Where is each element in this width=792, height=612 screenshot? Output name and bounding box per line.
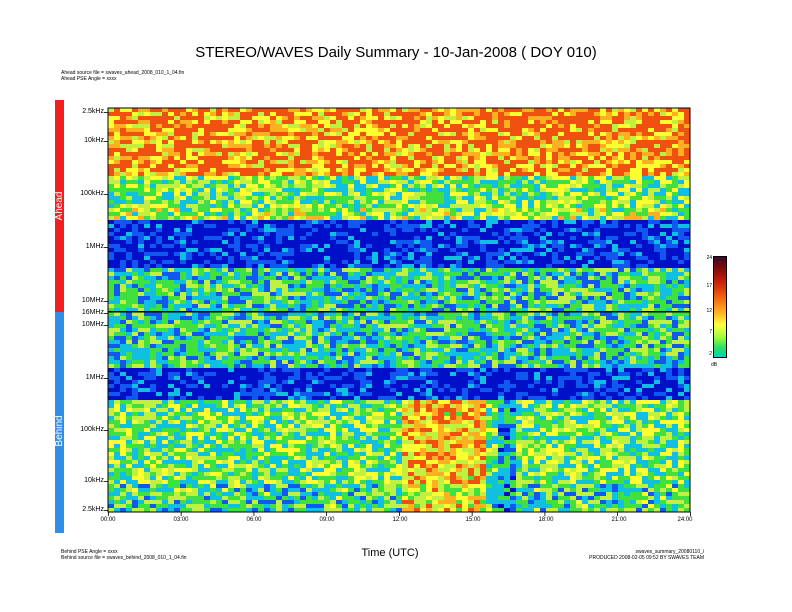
time-tick-09: 09:00: [319, 517, 335, 523]
freq-tick-mark: [104, 378, 108, 379]
behind-freq-label-100khz: 100kHz: [80, 426, 104, 433]
time-tick-mark: [399, 512, 400, 516]
freq-tick-mark: [104, 313, 108, 314]
time-tick-mark: [326, 512, 328, 516]
freq-tick-mark: [104, 141, 108, 142]
summary-file-name: swaves_summary_20080110_i: [635, 549, 704, 555]
time-tick-03: 03:00: [173, 517, 189, 523]
chart-title: STEREO/WAVES Daily Summary - 10-Jan-2008…: [195, 44, 597, 61]
behind-source-file: Behind source file = swaves_behind_2008_…: [61, 555, 187, 561]
ahead-freq-label-10khz: 10kHz: [84, 137, 104, 144]
freq-tick-mark: [104, 325, 108, 326]
time-tick-mark: [471, 512, 473, 516]
freq-tick-mark: [104, 481, 108, 482]
freq-tick-mark: [104, 510, 108, 511]
ahead-pse-angle: Ahead PSE Angle = xxxx: [61, 76, 117, 82]
colorbar: [713, 256, 727, 358]
time-tick-mark: [690, 512, 691, 516]
time-tick-00: 00:00: [100, 517, 116, 523]
time-tick-mark: [180, 512, 182, 516]
time-tick-24: 24:00: [677, 517, 693, 523]
time-tick-15: 15:00: [465, 517, 481, 523]
time-tick-mark: [544, 512, 546, 516]
freq-tick-mark: [104, 301, 108, 302]
colorbar-tick-7: 7: [709, 329, 712, 335]
panel-divider: [108, 311, 690, 313]
time-tick-21: 21:00: [611, 517, 627, 523]
produced-by: PRODUCED 2008-02-05 09:52 BY SWAVES TEAM: [589, 555, 704, 561]
freq-tick-mark: [104, 247, 108, 248]
ahead-freq-label-10mhz: 10MHz: [81, 297, 104, 304]
time-tick-18: 18:00: [538, 517, 554, 523]
colorbar-tick-17: 17: [706, 283, 712, 289]
colorbar-tick-24: 24: [706, 255, 712, 261]
colorbar-tick-2: 2: [709, 351, 712, 357]
time-tick-mark: [253, 512, 255, 516]
behind-pse-angle: Behind PSE Angle = xxxx: [61, 549, 118, 555]
ahead-freq-label-2-5khz: 2.5kHz: [82, 108, 104, 115]
time-tick-06: 06:00: [246, 517, 262, 523]
behind-freq-label-2-5khz: 2.5kHz: [82, 506, 104, 513]
x-axis-title: Time (UTC): [361, 547, 419, 559]
colorbar-tick-12: 12: [706, 308, 712, 314]
ahead-freq-label-100khz: 100kHz: [80, 190, 104, 197]
ahead-freq-label-1mhz: 1MHz: [85, 243, 104, 250]
freq-tick-mark: [104, 430, 108, 431]
ahead-freq-label-16mhz: 16MHz: [81, 309, 104, 316]
time-tick-12: 12:00: [392, 517, 408, 523]
time-tick-mark: [617, 512, 619, 516]
freq-tick-mark: [104, 112, 108, 113]
time-tick-mark: [108, 512, 109, 516]
freq-tick-mark: [104, 194, 108, 195]
behind-side-bar: [55, 312, 64, 533]
ahead-source-file: Ahead source file = swaves_ahead_2008_01…: [61, 70, 185, 76]
ahead-side-bar: [55, 100, 64, 312]
behind-freq-label-10khz: 10kHz: [84, 477, 104, 484]
behind-freq-label-1mhz: 1MHz: [85, 374, 104, 381]
behind-freq-label-10mhz: 10MHz: [81, 321, 104, 328]
colorbar-unit: dB: [711, 362, 718, 368]
